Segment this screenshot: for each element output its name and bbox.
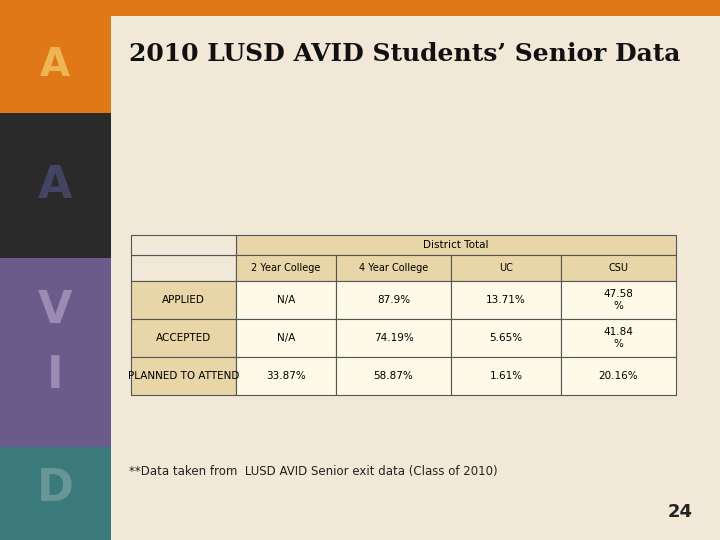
Bar xyxy=(451,357,561,395)
Bar xyxy=(131,319,236,357)
Bar xyxy=(561,357,676,395)
Bar xyxy=(236,235,676,255)
Bar xyxy=(0,0,720,16)
Bar xyxy=(0,16,111,113)
Bar xyxy=(561,281,676,319)
Bar xyxy=(336,319,451,357)
Bar xyxy=(451,281,561,319)
Bar xyxy=(236,281,336,319)
Text: 58.87%: 58.87% xyxy=(374,371,413,381)
Bar xyxy=(336,281,451,319)
Text: 20.16%: 20.16% xyxy=(599,371,639,381)
Text: **Data taken from  LUSD AVID Senior exit data (Class of 2010): **Data taken from LUSD AVID Senior exit … xyxy=(129,465,498,478)
Text: 5.65%: 5.65% xyxy=(490,333,523,343)
Text: 47.58
%: 47.58 % xyxy=(603,289,634,311)
Bar xyxy=(131,255,236,281)
Text: 33.87%: 33.87% xyxy=(266,371,306,381)
Text: CSU: CSU xyxy=(608,263,629,273)
Text: ACCEPTED: ACCEPTED xyxy=(156,333,211,343)
Text: 4 Year College: 4 Year College xyxy=(359,263,428,273)
Bar xyxy=(236,255,336,281)
Bar xyxy=(131,281,236,319)
Bar xyxy=(131,235,236,255)
Text: PLANNED TO ATTEND: PLANNED TO ATTEND xyxy=(128,371,239,381)
Bar xyxy=(451,255,561,281)
Bar xyxy=(236,319,336,357)
Bar xyxy=(0,447,111,540)
Text: 41.84
%: 41.84 % xyxy=(603,327,634,349)
Bar xyxy=(561,255,676,281)
Bar xyxy=(0,113,111,258)
Text: 2010 LUSD AVID Students’ Senior Data: 2010 LUSD AVID Students’ Senior Data xyxy=(129,42,680,66)
Text: A: A xyxy=(37,164,72,207)
Bar xyxy=(131,357,236,395)
Bar xyxy=(336,255,451,281)
Text: UC: UC xyxy=(499,263,513,273)
Bar xyxy=(561,319,676,357)
Bar xyxy=(451,319,561,357)
Text: N/A: N/A xyxy=(276,333,295,343)
Text: 87.9%: 87.9% xyxy=(377,295,410,305)
Text: V: V xyxy=(37,289,72,333)
Text: D: D xyxy=(37,467,73,510)
Text: District Total: District Total xyxy=(423,240,489,250)
Text: N/A: N/A xyxy=(276,295,295,305)
Text: A: A xyxy=(40,45,70,84)
Bar xyxy=(236,357,336,395)
Text: 1.61%: 1.61% xyxy=(490,371,523,381)
Text: I: I xyxy=(47,354,63,397)
Text: 24: 24 xyxy=(667,503,693,521)
Text: APPLIED: APPLIED xyxy=(162,295,205,305)
Text: 2 Year College: 2 Year College xyxy=(251,263,320,273)
Text: 74.19%: 74.19% xyxy=(374,333,413,343)
Bar xyxy=(0,258,111,447)
Bar xyxy=(336,357,451,395)
Text: 13.71%: 13.71% xyxy=(486,295,526,305)
